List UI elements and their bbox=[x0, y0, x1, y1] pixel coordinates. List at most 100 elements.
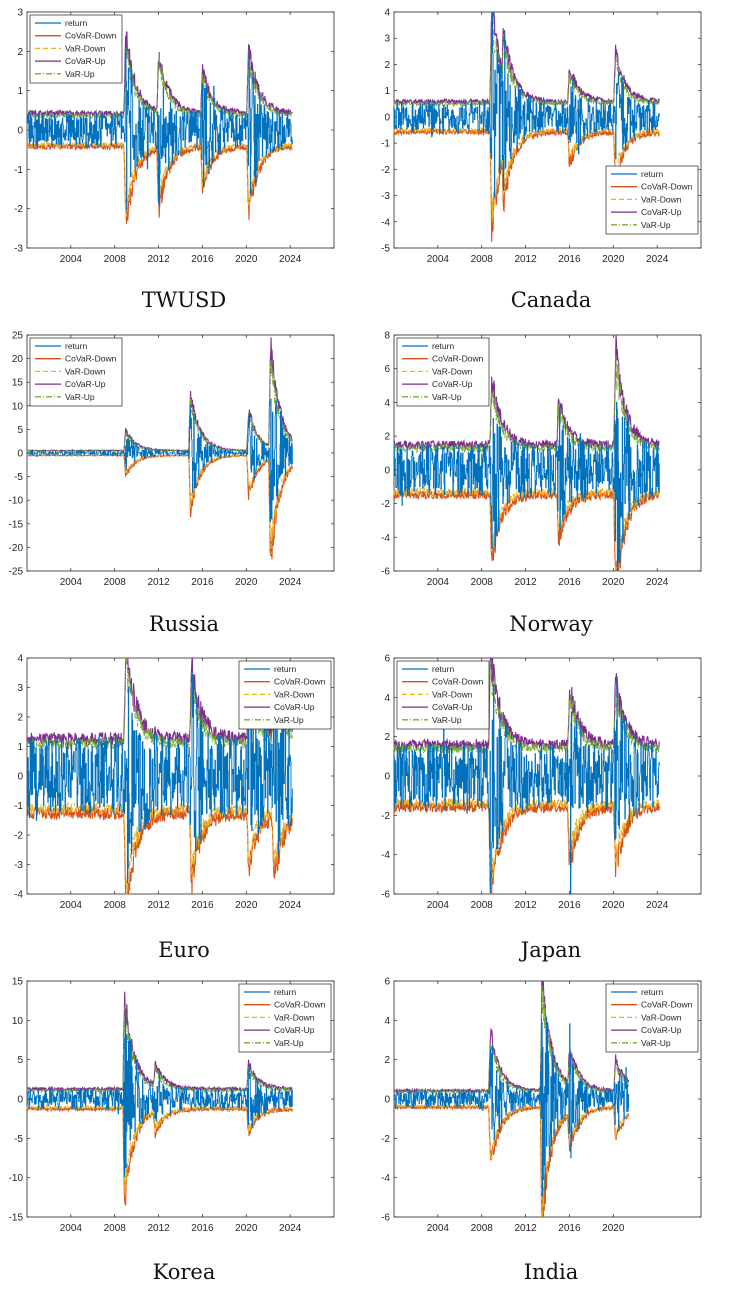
legend-label-covar-up: CoVaR-Up bbox=[432, 379, 473, 389]
y-tick-label: -15 bbox=[9, 1213, 24, 1224]
y-tick-label: -10 bbox=[9, 1173, 24, 1184]
x-tick-label: 2008 bbox=[104, 577, 127, 588]
series-line-var-down bbox=[393, 126, 660, 222]
legend-label-var-down: VaR-Down bbox=[65, 366, 106, 376]
x-tick-label: 2016 bbox=[558, 1223, 581, 1234]
series-line-var-up bbox=[393, 11, 660, 108]
y-tick-label: -2 bbox=[381, 499, 390, 510]
x-tick-label: 2004 bbox=[427, 254, 450, 265]
x-tick-label: 2004 bbox=[427, 577, 450, 588]
y-tick-label: 10 bbox=[12, 401, 24, 412]
x-tick-label: 2016 bbox=[191, 254, 214, 265]
chart-twusd-svg: -3 -2 -1 0 1 2 3 2004 2008 2012 2016 2020 2024 return… bbox=[14, 8, 335, 265]
y-tick-label: 2 bbox=[17, 713, 23, 724]
legend-label-covar-down: CoVaR-Down bbox=[432, 354, 484, 364]
y-tick-label: -4 bbox=[381, 1173, 390, 1184]
chart-panel-korea: -15 -10 -5 0 5 10 15 2004 2008 2012 2016 2020 2024 re… bbox=[0, 969, 368, 1292]
legend-label-var-up: VaR-Up bbox=[432, 715, 462, 725]
x-tick-label: 2024 bbox=[646, 577, 669, 588]
chart-caption-korea: Korea bbox=[152, 1260, 216, 1284]
series-line-covar-up bbox=[393, 11, 660, 107]
x-tick-label: 2016 bbox=[191, 900, 214, 911]
series-line-return bbox=[26, 47, 293, 210]
y-tick-label: -1 bbox=[381, 139, 390, 150]
x-tick-label: 2004 bbox=[427, 900, 450, 911]
chart-panel-india: -6 -4 -2 0 2 4 6 2004 2008 2012 2016 2020 return CoVa… bbox=[367, 969, 735, 1292]
y-tick-label: 8 bbox=[384, 331, 390, 342]
y-tick-label: 6 bbox=[384, 654, 390, 665]
y-tick-label: 15 bbox=[12, 977, 24, 988]
legend: return CoVaR-Down VaR-Down CoVaR-Up VaR-Up bbox=[396, 660, 490, 730]
x-tick-label: 2004 bbox=[60, 254, 83, 265]
y-tick-label: 5 bbox=[17, 1055, 23, 1066]
chart-caption-twusd: TWUSD bbox=[141, 288, 227, 312]
x-tick-label: 2004 bbox=[60, 577, 83, 588]
y-tick-label: 4 bbox=[384, 693, 390, 704]
x-tick-label: 2012 bbox=[514, 1223, 537, 1234]
chart-panel-russia: -25 -20 -15 -10 -5 0 5 10 15 20 25 2004 2008 2012 2016… bbox=[0, 323, 368, 646]
legend-label-return: return bbox=[65, 18, 87, 28]
legend-label-return: return bbox=[274, 987, 296, 997]
legend-label-var-down: VaR-Down bbox=[274, 1012, 315, 1022]
chart-panel-japan: -6 -4 -2 0 2 4 6 2004 2008 2012 2016 2020 2024 return… bbox=[367, 646, 735, 969]
chart-caption-russia: Russia bbox=[148, 612, 220, 636]
legend-label-covar-down: CoVaR-Down bbox=[432, 677, 484, 687]
x-tick-label: 2008 bbox=[104, 1223, 127, 1234]
y-tick-label: -3 bbox=[14, 860, 23, 871]
legend-label-covar-down: CoVaR-Down bbox=[274, 677, 326, 687]
x-tick-label: 2008 bbox=[471, 900, 494, 911]
legend-label-covar-up: CoVaR-Up bbox=[274, 702, 315, 712]
y-tick-label: 4 bbox=[384, 398, 390, 409]
x-tick-label: 2024 bbox=[279, 1223, 302, 1234]
y-tick-label: 10 bbox=[12, 1016, 24, 1027]
y-tick-label: 3 bbox=[384, 34, 390, 45]
y-tick-label: 0 bbox=[384, 772, 390, 783]
y-tick-label: -2 bbox=[14, 831, 23, 842]
legend: return CoVaR-Down VaR-Down CoVaR-Up VaR-Up bbox=[238, 660, 332, 730]
legend-label-return: return bbox=[65, 341, 87, 351]
y-tick-label: 0 bbox=[17, 126, 23, 137]
y-tick-label: 4 bbox=[17, 654, 23, 665]
x-tick-label: 2016 bbox=[558, 900, 581, 911]
legend-label-covar-down: CoVaR-Down bbox=[641, 1000, 693, 1010]
y-tick-label: -5 bbox=[381, 244, 390, 255]
y-tick-label: -1 bbox=[14, 165, 23, 176]
legend-label-covar-down: CoVaR-Down bbox=[641, 182, 693, 192]
x-tick-label: 2024 bbox=[646, 254, 669, 265]
y-tick-label: 1 bbox=[17, 742, 23, 753]
y-tick-label: -2 bbox=[381, 1134, 390, 1145]
y-tick-label: 0 bbox=[384, 1095, 390, 1106]
y-tick-label: -6 bbox=[381, 567, 390, 578]
y-tick-label: -10 bbox=[9, 496, 24, 507]
y-tick-label: -4 bbox=[14, 890, 23, 901]
x-tick-label: 2008 bbox=[104, 900, 127, 911]
series-line-var-down bbox=[393, 485, 660, 572]
y-tick-label: -2 bbox=[381, 165, 390, 176]
legend-label-var-up: VaR-Up bbox=[65, 392, 95, 402]
legend-label-var-up: VaR-Up bbox=[641, 220, 671, 230]
x-tick-label: 2020 bbox=[235, 577, 258, 588]
chart-japan-svg: -6 -4 -2 0 2 4 6 2004 2008 2012 2016 2020 2024 return… bbox=[381, 654, 702, 911]
chart-caption-india: India bbox=[523, 1260, 579, 1284]
x-tick-label: 2016 bbox=[558, 577, 581, 588]
legend: return CoVaR-Down VaR-Down CoVaR-Up VaR-Up bbox=[396, 337, 490, 407]
y-tick-label: 4 bbox=[384, 1016, 390, 1027]
y-tick-label: 2 bbox=[17, 47, 23, 58]
series-line-var-up bbox=[393, 985, 630, 1095]
legend: return CoVaR-Down VaR-Down CoVaR-Up VaR-Up bbox=[29, 337, 123, 407]
x-tick-label: 2020 bbox=[235, 1223, 258, 1234]
x-tick-label: 2020 bbox=[235, 254, 258, 265]
x-tick-label: 2012 bbox=[147, 577, 170, 588]
legend-label-var-up: VaR-Up bbox=[274, 1038, 304, 1048]
chart-caption-euro: Euro bbox=[158, 938, 210, 962]
y-tick-label: 6 bbox=[384, 977, 390, 988]
series-line-covar-up bbox=[26, 31, 293, 119]
legend-label-covar-up: CoVaR-Up bbox=[65, 379, 106, 389]
legend-label-return: return bbox=[432, 341, 454, 351]
x-tick-label: 2004 bbox=[60, 1223, 83, 1234]
x-tick-label: 2016 bbox=[191, 577, 214, 588]
legend-label-covar-up: CoVaR-Up bbox=[65, 56, 106, 66]
legend-label-covar-up: CoVaR-Up bbox=[641, 1025, 682, 1035]
y-tick-label: 20 bbox=[12, 354, 24, 365]
x-tick-label: 2012 bbox=[514, 900, 537, 911]
